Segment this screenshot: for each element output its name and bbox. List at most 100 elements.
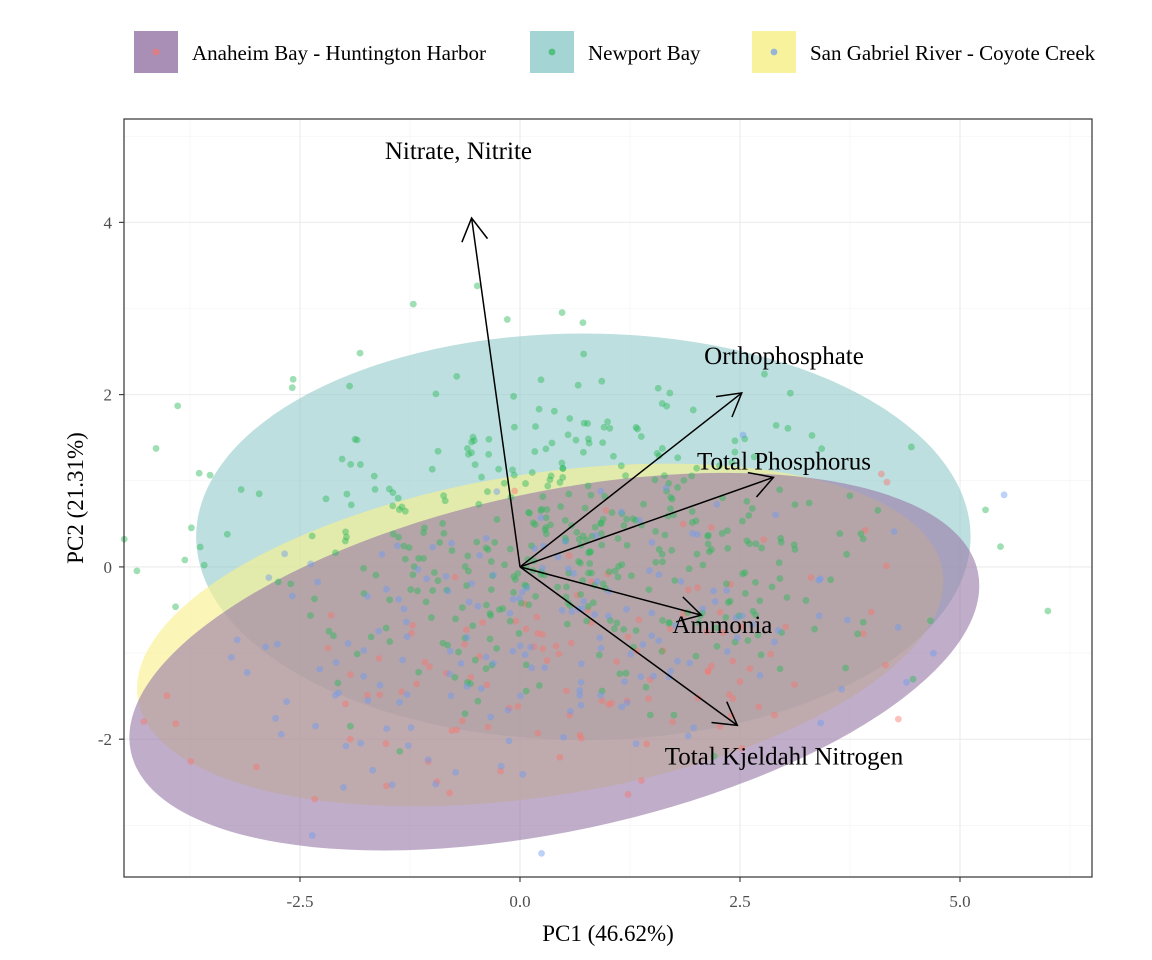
point (894, 715, 902, 723)
point (511, 423, 518, 431)
point (883, 478, 891, 486)
point (623, 699, 631, 707)
point (332, 549, 339, 557)
point (693, 550, 701, 558)
point (653, 449, 661, 457)
point (519, 770, 527, 778)
point (674, 454, 682, 462)
point (187, 524, 195, 532)
point (566, 415, 574, 422)
point (464, 552, 472, 560)
point (409, 300, 417, 308)
point (677, 577, 685, 585)
point (342, 700, 349, 708)
point (485, 450, 493, 458)
point (200, 561, 208, 569)
point (741, 589, 749, 597)
point (448, 547, 456, 554)
point (668, 546, 676, 554)
point (414, 587, 421, 595)
point (597, 519, 605, 527)
point (638, 777, 645, 785)
point (658, 647, 666, 655)
point (624, 633, 632, 641)
point (680, 476, 688, 484)
point (560, 733, 567, 741)
point (493, 516, 501, 523)
point (688, 519, 696, 526)
point (407, 586, 415, 593)
point (580, 597, 587, 605)
point (433, 778, 441, 785)
point (614, 573, 622, 581)
point (330, 632, 337, 640)
point (287, 580, 295, 588)
point (434, 577, 442, 585)
point (648, 632, 656, 640)
point (541, 664, 549, 671)
point (311, 795, 319, 803)
point (237, 486, 245, 493)
point (827, 576, 835, 584)
point (731, 638, 739, 646)
point (307, 560, 315, 568)
point (528, 469, 536, 476)
point (517, 692, 524, 700)
point (403, 633, 411, 640)
point (522, 480, 529, 487)
point (805, 499, 813, 507)
point (446, 647, 454, 655)
point (639, 641, 647, 648)
point (413, 680, 421, 688)
point (461, 634, 469, 642)
point (576, 731, 584, 739)
point (585, 569, 592, 577)
point (561, 537, 569, 545)
point (613, 658, 621, 666)
point (746, 540, 753, 548)
point (786, 389, 794, 397)
point (442, 572, 450, 580)
point (357, 739, 365, 747)
y-tick-label: 0 (104, 558, 113, 577)
point (597, 487, 605, 495)
point (490, 571, 497, 579)
point (531, 521, 539, 529)
point (324, 644, 332, 652)
point (562, 534, 569, 542)
point (580, 350, 588, 358)
point (370, 472, 378, 480)
point (562, 687, 570, 695)
point (623, 541, 631, 549)
confidence-ellipses (129, 333, 980, 851)
point (566, 711, 574, 719)
point (462, 626, 470, 634)
point (723, 587, 731, 594)
point (532, 593, 539, 600)
point (903, 678, 910, 686)
point (658, 550, 666, 558)
point (861, 526, 869, 534)
point (400, 605, 408, 613)
point (424, 756, 432, 764)
point (688, 508, 696, 515)
point (277, 730, 285, 738)
point (694, 531, 701, 538)
point (468, 580, 475, 588)
point (680, 610, 687, 618)
point (253, 763, 260, 771)
point (523, 584, 531, 592)
point (748, 621, 756, 628)
y-axis: -2 0 2 4 (98, 213, 124, 749)
point (584, 606, 592, 614)
point (732, 614, 740, 622)
point (458, 717, 466, 725)
point (874, 506, 882, 514)
point (404, 742, 412, 750)
point (360, 672, 368, 680)
point (439, 520, 447, 527)
loading-labels: Nitrate, Nitrite Orthophosphate Total Phos… (385, 138, 904, 771)
point (558, 309, 566, 316)
legend-point (152, 48, 160, 56)
point (487, 586, 495, 594)
